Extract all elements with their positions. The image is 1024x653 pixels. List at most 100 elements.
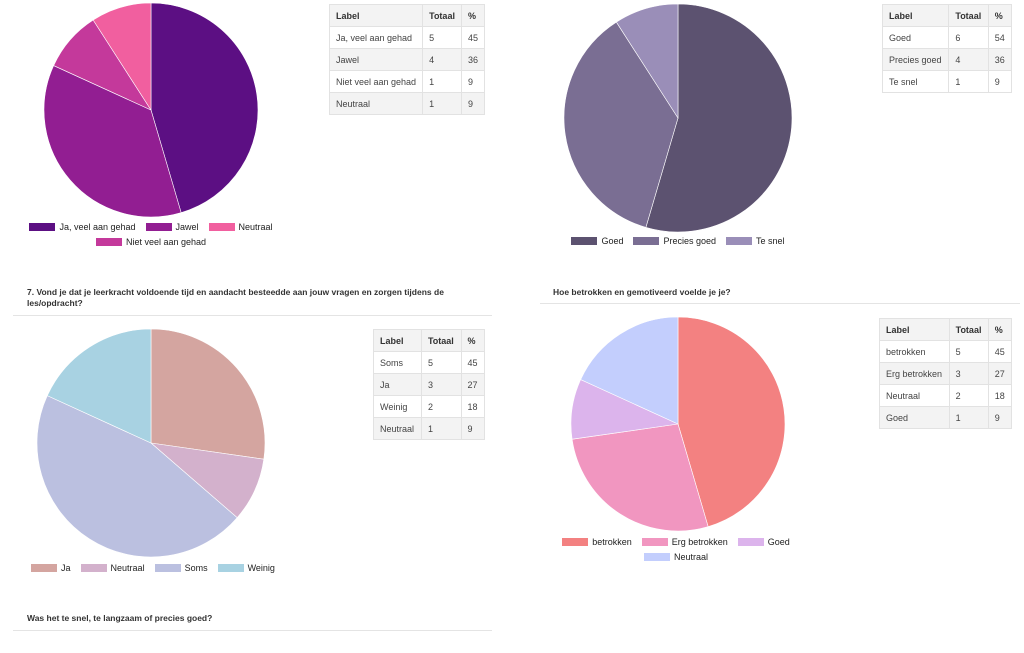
table-cell: 5: [422, 26, 462, 49]
table-cell: Ja: [373, 373, 422, 396]
legend-label: Te snel: [756, 236, 785, 246]
legend-item[interactable]: Precies goed: [633, 236, 716, 246]
table-row: Weinig 2 18: [373, 395, 486, 418]
pie-slice-te-snel: [615, 3, 679, 120]
table-cell: 3: [948, 362, 989, 385]
legend-item[interactable]: Jawel: [145, 222, 199, 232]
question-title: Hoe betrokken en gemotiveerd voelde je j…: [553, 287, 731, 297]
legend-item[interactable]: Neutraal: [643, 552, 708, 562]
pie-slice-neutraal: [92, 2, 152, 112]
legend-item[interactable]: Neutraal: [208, 222, 273, 232]
table-cell: 2: [420, 395, 462, 418]
table-cell: 45: [987, 340, 1013, 363]
legend-label: Ja: [61, 563, 71, 573]
table-cell: 27: [460, 373, 486, 396]
legend-item[interactable]: Ja, veel aan gehad: [29, 222, 136, 232]
column-header: %: [460, 329, 486, 352]
table-cell: Neutraal: [328, 92, 424, 115]
legend-swatch: [80, 564, 107, 572]
chart-legend: betrokken Erg betrokken Goed Neutraal: [556, 537, 796, 567]
legend-swatch: [641, 538, 668, 546]
table-cell: 18: [460, 395, 486, 418]
legend-item[interactable]: betrokken: [562, 537, 632, 547]
table-cell: 54: [987, 26, 1013, 49]
pie-slice-betrokken: [677, 316, 786, 528]
pie-slice-jawel: [43, 65, 182, 218]
column-header: Totaal: [420, 329, 462, 352]
legend-row: betrokken Erg betrokken Goed: [556, 537, 796, 547]
table-row: Ja, veel aan gehad 5 45: [328, 26, 486, 49]
legend-label: Neutraal: [110, 563, 145, 573]
legend-item[interactable]: Te snel: [726, 236, 785, 246]
table-cell: Goed: [879, 406, 950, 429]
legend-row: Niet veel aan gehad: [31, 237, 271, 247]
chart-legend: Goed Precies goed Te snel: [558, 236, 798, 251]
legend-swatch: [95, 238, 122, 246]
table-cell: 9: [460, 92, 486, 115]
table-cell: 1: [948, 70, 989, 93]
legend-swatch: [726, 237, 753, 245]
legend-label: Erg betrokken: [671, 537, 728, 547]
divider: [13, 315, 492, 316]
table-cell: 9: [987, 406, 1013, 429]
column-header: Totaal: [422, 4, 462, 27]
legend-item[interactable]: Erg betrokken: [641, 537, 728, 547]
table-cell: 4: [948, 48, 989, 71]
table-cell: Neutraal: [373, 417, 422, 440]
table-cell: 9: [460, 70, 486, 93]
table-header-row: Label Totaal%: [328, 4, 486, 27]
data-table: Label Totaal% Goed 6 54 Precies goed 4 36 Te sne…: [881, 4, 1013, 93]
legend-item[interactable]: Goed: [737, 537, 790, 547]
legend-item[interactable]: Weinig: [217, 563, 275, 573]
legend-label: Jawel: [175, 222, 199, 232]
table-row: Soms 5 45: [373, 351, 486, 374]
legend-swatch: [29, 223, 56, 231]
table-header-row: Label Totaal%: [879, 318, 1013, 341]
table-cell: 3: [420, 373, 462, 396]
table-row: Erg betrokken 3 27: [879, 362, 1013, 385]
legend-label: Precies goed: [663, 236, 717, 246]
pie-slice-weinig: [46, 328, 152, 444]
table-row: betrokken 5 45: [879, 340, 1013, 363]
legend-item[interactable]: Neutraal: [80, 563, 145, 573]
legend-label: Neutraal: [238, 222, 273, 232]
table-row: Niet veel aan gehad 1 9: [328, 70, 486, 93]
pie-slice-soms: [36, 395, 238, 558]
table-cell: Niet veel aan gehad: [328, 70, 424, 93]
legend-label: Goed: [601, 236, 624, 246]
table-cell: 45: [460, 351, 486, 374]
legend-item[interactable]: Ja: [31, 563, 71, 573]
legend-row: Goed Precies goed Te snel: [558, 236, 798, 246]
table-cell: 2: [948, 384, 989, 407]
table-cell: betrokken: [879, 340, 950, 363]
legend-row: Ja Neutraal Soms Weinig: [28, 563, 278, 573]
table-row: Ja 3 27: [373, 373, 486, 396]
table-cell: 9: [987, 70, 1013, 93]
legend-label: Niet veel aan gehad: [125, 237, 207, 247]
table-cell: 1: [948, 406, 989, 429]
legend-item[interactable]: Goed: [571, 236, 623, 246]
pie-slice-goed: [645, 3, 793, 233]
table-cell: 5: [948, 340, 989, 363]
table-cell: Neutraal: [879, 384, 950, 407]
table-cell: Precies goed: [881, 48, 950, 71]
data-table: Label Totaal% Ja, veel aan gehad 5 45 Jawel 4 3…: [328, 4, 486, 115]
table-cell: 1: [420, 417, 462, 440]
table-cell: Te snel: [881, 70, 950, 93]
legend-item[interactable]: Soms: [154, 563, 208, 573]
table-cell: 36: [460, 48, 486, 71]
legend-label: Goed: [767, 537, 790, 547]
table-cell: Goed: [881, 26, 950, 49]
table-cell: 1: [422, 92, 462, 115]
table-cell: Jawel: [328, 48, 424, 71]
legend-item[interactable]: Niet veel aan gehad: [95, 237, 207, 247]
table-cell: 9: [460, 417, 486, 440]
table-cell: 36: [987, 48, 1013, 71]
table-header-row: Label Totaal%: [881, 4, 1013, 27]
pie-slice-erg-betrokken: [571, 423, 709, 532]
column-header: %: [987, 4, 1013, 27]
chart-legend: Ja, veel aan gehad Jawel Neutraal Niet veel…: [29, 222, 273, 252]
legend-swatch: [562, 538, 589, 546]
table-row: Te snel 1 9: [881, 70, 1013, 93]
pie-slice-ja: [150, 328, 266, 460]
